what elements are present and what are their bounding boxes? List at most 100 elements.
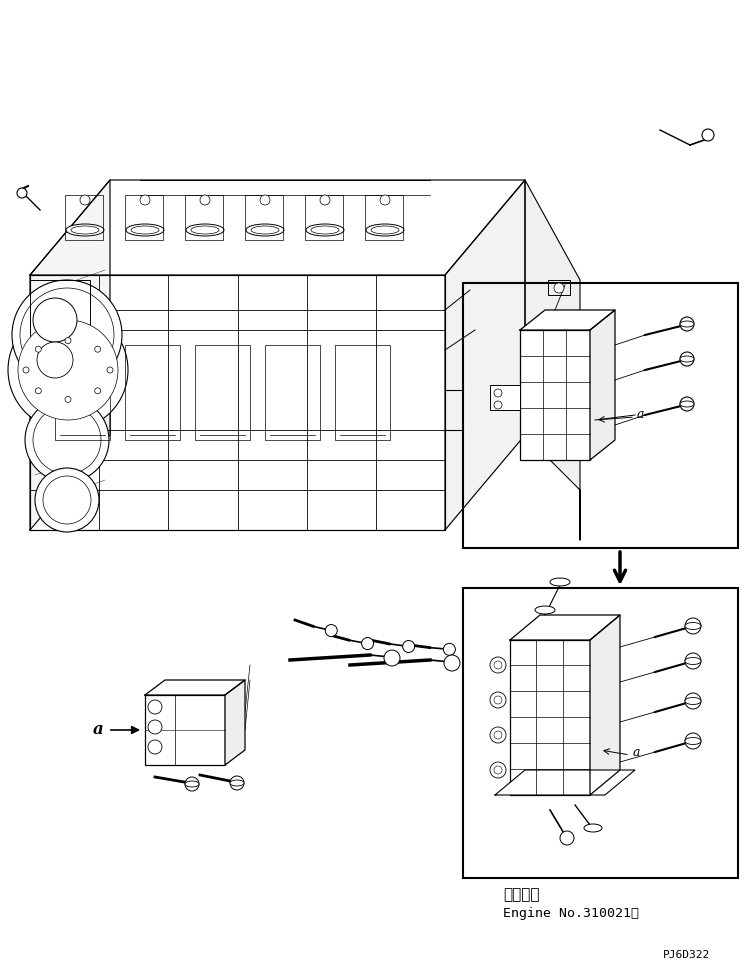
Ellipse shape [186, 224, 224, 236]
Ellipse shape [131, 226, 159, 234]
Bar [548, 280, 570, 295]
Ellipse shape [191, 226, 219, 234]
Ellipse shape [685, 658, 701, 664]
Circle shape [494, 389, 502, 397]
Bar [365, 195, 403, 240]
Ellipse shape [246, 224, 284, 236]
Circle shape [494, 661, 502, 669]
Polygon shape [30, 275, 445, 530]
Bar [125, 345, 180, 440]
Bar [55, 345, 110, 440]
Polygon shape [495, 770, 635, 795]
Circle shape [18, 320, 118, 420]
Bar [245, 195, 283, 240]
Circle shape [403, 640, 415, 653]
Ellipse shape [366, 224, 404, 236]
Bar [305, 195, 343, 240]
Circle shape [65, 337, 71, 343]
Ellipse shape [685, 623, 701, 630]
Polygon shape [30, 180, 525, 275]
Ellipse shape [535, 606, 555, 614]
Bar [195, 345, 250, 440]
Circle shape [94, 346, 100, 352]
Text: a: a [93, 721, 104, 739]
Circle shape [8, 310, 128, 430]
Bar [265, 345, 320, 440]
Circle shape [65, 396, 71, 402]
Text: a: a [633, 746, 640, 758]
Circle shape [140, 195, 150, 205]
Ellipse shape [584, 824, 602, 832]
Bar [463, 588, 738, 878]
Ellipse shape [371, 226, 399, 234]
Circle shape [33, 406, 101, 474]
Polygon shape [445, 180, 525, 530]
Polygon shape [145, 680, 245, 695]
Bar [125, 195, 163, 240]
Text: Engine No.310021～: Engine No.310021～ [503, 906, 639, 920]
Circle shape [35, 346, 41, 352]
Circle shape [554, 283, 564, 293]
Circle shape [12, 280, 122, 390]
Circle shape [148, 700, 162, 714]
Polygon shape [590, 615, 620, 795]
Circle shape [107, 367, 113, 373]
Circle shape [494, 731, 502, 739]
Circle shape [33, 298, 77, 342]
Circle shape [326, 625, 338, 636]
Circle shape [35, 388, 41, 394]
Circle shape [490, 692, 506, 708]
Circle shape [94, 388, 100, 394]
Circle shape [444, 655, 460, 671]
Bar [520, 330, 590, 460]
Ellipse shape [680, 321, 694, 327]
Ellipse shape [66, 224, 104, 236]
Ellipse shape [71, 226, 99, 234]
Text: PJ6D322: PJ6D322 [663, 950, 710, 960]
Bar [65, 195, 103, 240]
Bar [30, 280, 90, 380]
Ellipse shape [550, 578, 570, 586]
Circle shape [685, 693, 701, 709]
Circle shape [148, 720, 162, 734]
Circle shape [25, 398, 109, 482]
Circle shape [685, 733, 701, 749]
Polygon shape [520, 310, 615, 330]
Circle shape [680, 317, 694, 331]
Circle shape [494, 401, 502, 409]
Ellipse shape [126, 224, 164, 236]
Circle shape [80, 195, 90, 205]
Circle shape [20, 288, 114, 382]
Circle shape [37, 342, 73, 378]
Bar [145, 695, 225, 765]
Polygon shape [590, 310, 615, 460]
Circle shape [230, 776, 244, 790]
Circle shape [685, 653, 701, 669]
Circle shape [200, 195, 210, 205]
Bar [510, 640, 590, 795]
Circle shape [380, 195, 390, 205]
Ellipse shape [685, 738, 701, 745]
Circle shape [680, 397, 694, 411]
Bar [463, 283, 738, 548]
Circle shape [148, 740, 162, 754]
Text: 適用号機: 適用号機 [503, 888, 539, 902]
Ellipse shape [251, 226, 279, 234]
Bar [185, 195, 223, 240]
Ellipse shape [230, 780, 244, 786]
Circle shape [260, 195, 270, 205]
Circle shape [17, 188, 27, 198]
Circle shape [494, 696, 502, 704]
Circle shape [443, 643, 455, 656]
Circle shape [685, 618, 701, 634]
Circle shape [362, 637, 374, 650]
Bar [490, 385, 520, 410]
Ellipse shape [680, 401, 694, 407]
Polygon shape [525, 180, 580, 540]
Circle shape [35, 468, 99, 532]
Polygon shape [510, 615, 620, 640]
Circle shape [185, 777, 199, 791]
Circle shape [680, 352, 694, 366]
Ellipse shape [680, 356, 694, 362]
Ellipse shape [185, 781, 199, 787]
